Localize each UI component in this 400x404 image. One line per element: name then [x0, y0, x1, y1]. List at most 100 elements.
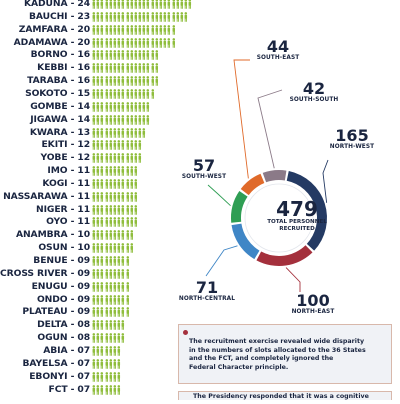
person-figure-icon	[121, 11, 125, 22]
person-figure-icon	[121, 76, 125, 86]
state-row: PLATEAU - 09	[0, 305, 180, 319]
person-figure-icon	[167, 37, 171, 48]
state-label: PLATEAU - 09	[22, 306, 90, 318]
person-figure-icon	[92, 179, 96, 189]
person-figure-icon	[113, 294, 117, 305]
person-figure-icon	[100, 204, 104, 215]
person-figure-icon	[113, 101, 117, 112]
person-figure-icon	[155, 0, 159, 9]
person-figure-icon	[138, 63, 142, 74]
person-figure-icon	[92, 24, 96, 35]
state-figures	[92, 63, 159, 74]
region-label-north-central: 71 NORTH-CENTRAL	[176, 279, 238, 302]
state-row: OSUN - 10	[0, 241, 180, 255]
person-figure-icon	[130, 24, 134, 35]
region-label-south-west: 57 SOUTH-WEST	[176, 157, 232, 180]
person-figure-icon	[180, 0, 184, 9]
person-figure-icon	[92, 191, 96, 202]
person-figure-icon	[146, 76, 150, 86]
person-figure-icon	[159, 11, 163, 22]
person-figure-icon	[96, 384, 100, 395]
state-figures	[92, 217, 138, 228]
state-figures	[92, 101, 151, 112]
person-figure-icon	[100, 153, 104, 163]
state-row: JIGAWA - 14	[0, 113, 180, 127]
state-label: KADUNA - 24	[23, 0, 90, 9]
state-label: FCT - 07	[48, 383, 91, 395]
state-figure-chart: KADUNA - 24 BAUCHI - 23 ZAMFARA - 20 ADAMAW…	[0, 0, 192, 400]
state-label: NASSARAWA - 11	[3, 190, 90, 202]
person-figure-icon	[100, 384, 104, 395]
person-figure-icon	[105, 320, 109, 331]
person-figure-icon	[142, 89, 146, 99]
person-figure-icon	[134, 153, 138, 163]
person-figure-icon	[109, 63, 113, 74]
state-row: DELTA - 08	[0, 318, 180, 332]
region-label-south-south: 42 SOUTH-SOUTH	[283, 80, 345, 103]
person-figure-icon	[126, 101, 130, 112]
person-figure-icon	[121, 37, 125, 48]
person-figure-icon	[92, 243, 96, 253]
person-figure-icon	[100, 243, 104, 253]
person-figure-icon	[92, 230, 96, 241]
person-figure-icon	[92, 0, 96, 9]
person-figure-icon	[100, 256, 104, 266]
person-figure-icon	[138, 0, 142, 9]
person-figure-icon	[105, 204, 109, 215]
person-figure-icon	[96, 230, 100, 241]
person-figure-icon	[126, 204, 130, 215]
person-figure-icon	[126, 127, 130, 138]
total-caption-2: RECRUITED	[279, 226, 315, 232]
person-figure-icon	[96, 11, 100, 22]
person-figure-icon	[121, 179, 125, 189]
person-figure-icon	[113, 0, 117, 9]
person-figure-icon	[105, 230, 109, 241]
person-figure-icon	[96, 0, 100, 9]
person-figure-icon	[113, 256, 117, 266]
person-figure-icon	[117, 11, 121, 22]
person-figure-icon	[130, 230, 134, 241]
person-figure-icon	[96, 89, 100, 99]
state-row: EBONYI - 07	[0, 370, 180, 384]
state-label: DELTA - 08	[37, 319, 90, 331]
region-name: SOUTH-WEST	[181, 174, 227, 180]
state-figures	[92, 256, 130, 266]
person-figure-icon	[100, 101, 104, 112]
person-figure-icon	[96, 127, 100, 138]
person-figure-icon	[134, 204, 138, 215]
state-row: KOGI - 11	[0, 177, 180, 191]
donut-slice	[231, 190, 248, 223]
person-figure-icon	[92, 371, 96, 382]
region-label-south-east: 44 SOUTH-EAST	[250, 38, 306, 61]
person-figure-icon	[134, 37, 138, 48]
person-figure-icon	[126, 24, 130, 35]
state-label: GOMBE - 14	[30, 100, 90, 112]
person-figure-icon	[130, 101, 134, 112]
person-figure-icon	[100, 76, 104, 86]
person-figure-icon	[146, 114, 150, 125]
person-figure-icon	[100, 63, 104, 74]
state-figures	[92, 358, 121, 369]
person-figure-icon	[142, 127, 146, 138]
person-figure-icon	[188, 0, 192, 9]
state-row: BORNO - 16	[0, 48, 180, 62]
presidency-note-box: The Presidency responded that it was a c…	[178, 391, 392, 400]
person-figure-icon	[121, 307, 125, 318]
person-figure-icon	[138, 153, 142, 163]
person-figure-icon	[92, 166, 96, 176]
leader-line	[322, 159, 329, 203]
person-figure-icon	[105, 371, 109, 382]
person-figure-icon	[126, 294, 130, 305]
person-figure-icon	[130, 37, 134, 48]
person-figure-icon	[117, 294, 121, 305]
person-figure-icon	[130, 179, 134, 189]
person-figure-icon	[121, 281, 125, 292]
person-figure-icon	[184, 0, 188, 9]
person-figure-icon	[155, 24, 159, 35]
person-figure-icon	[121, 230, 125, 241]
person-figure-icon	[100, 307, 104, 318]
person-figure-icon	[113, 230, 117, 241]
person-figure-icon	[142, 63, 146, 74]
note-bullet	[183, 330, 188, 335]
person-figure-icon	[134, 24, 138, 35]
